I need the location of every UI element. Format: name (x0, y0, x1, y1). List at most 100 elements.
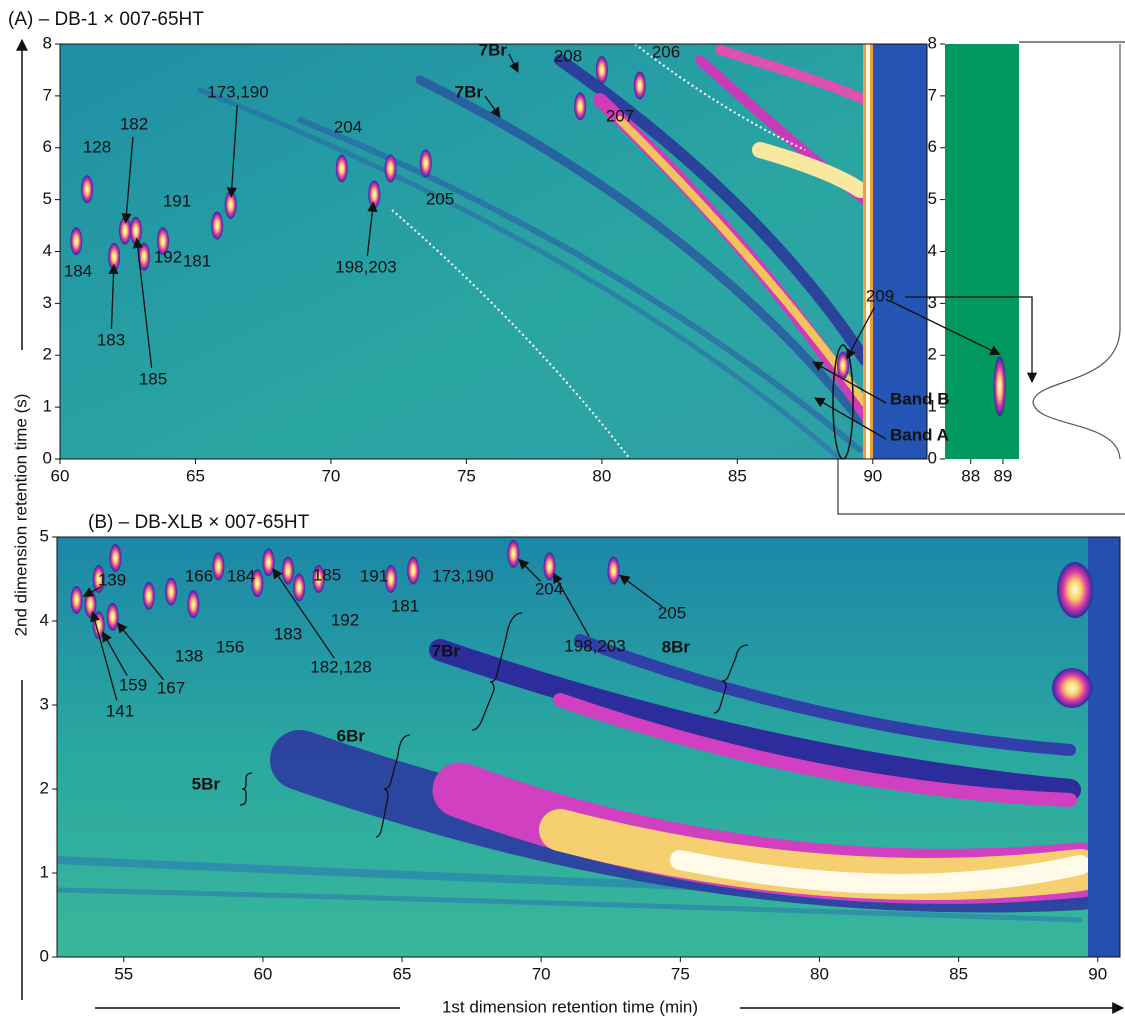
y-axis-label: 2nd dimension retention time (s) (11, 394, 30, 637)
peak (312, 565, 325, 593)
peak (633, 71, 646, 100)
peak-label: 166 (185, 566, 213, 585)
y-tick-label: 2 (40, 778, 49, 797)
x-tick-label: 80 (592, 466, 611, 485)
peak (212, 552, 225, 581)
annotation-arrow (812, 361, 887, 404)
peak-label: 139 (98, 570, 126, 589)
peak-label: 181 (183, 251, 211, 270)
peak-label: 173,190 (432, 566, 493, 585)
peak-label: 183 (97, 330, 125, 349)
peak-label: 156 (216, 637, 244, 656)
peak-label: 183 (274, 624, 302, 643)
leader-line (226, 104, 238, 198)
x-tick-label: 75 (457, 466, 476, 485)
annotation: 7Br (479, 40, 508, 59)
peak (335, 154, 348, 183)
panel-a-title: (A) – DB-1 × 007-65HT (8, 9, 204, 30)
peak (70, 586, 83, 614)
inset-plot (945, 44, 1019, 459)
y-tick-label: 0 (928, 448, 937, 467)
peak-label: 209 (866, 286, 894, 305)
x-tick-label: 70 (321, 466, 340, 485)
leader-line (117, 622, 164, 681)
y-tick-label: 2 (928, 345, 937, 364)
peak-label: 173,190 (207, 82, 268, 101)
y-tick-label: 8 (928, 33, 937, 52)
leader-line (619, 574, 663, 608)
x-tick-label: 60 (51, 466, 70, 485)
peak (419, 149, 432, 178)
y-tick-label: 8 (43, 33, 52, 52)
annotation-arrow (814, 397, 887, 440)
y-tick-label: 7 (928, 85, 937, 104)
peak (106, 602, 119, 631)
peak-label: 185 (139, 369, 167, 388)
peak-label: 159 (119, 675, 147, 694)
leader-line (272, 567, 335, 659)
peak-label: 192 (154, 247, 182, 266)
inset-background (945, 44, 1019, 459)
peak (70, 227, 83, 256)
y-tick-label: 4 (40, 610, 49, 629)
y-tick-label: 3 (43, 293, 52, 312)
peak-label: 206 (652, 42, 680, 61)
peak-label: 191 (360, 566, 388, 585)
peak-label: 198,203 (335, 257, 396, 276)
peak (407, 556, 420, 585)
y-tick-label: 0 (40, 946, 49, 965)
x-axis-label: 1st dimension retention time (min) (442, 997, 698, 1016)
braces (239, 612, 749, 838)
x-tick-label: 55 (114, 964, 133, 983)
peak-label: 128 (83, 137, 111, 156)
peak (137, 242, 150, 271)
peak (251, 569, 264, 598)
annotation: Band B (890, 389, 950, 408)
peak (81, 175, 94, 204)
leader-line (121, 136, 134, 224)
peak (368, 180, 381, 209)
peak (574, 92, 587, 121)
peak-label: 205 (658, 603, 686, 622)
leader-line (889, 300, 1001, 355)
y-tick-label: 4 (43, 241, 52, 260)
panel-b-title: (B) – DB-XLB × 007-65HT (88, 512, 310, 533)
peak (384, 565, 397, 593)
peak-label: 182 (120, 114, 148, 133)
y-tick-label: 1 (928, 397, 937, 416)
annotation: 6Br (337, 726, 366, 745)
leader-line (102, 631, 128, 676)
leader-line (846, 307, 875, 360)
annotation: 7Br (432, 641, 461, 660)
leader-line (108, 263, 119, 330)
peak (837, 351, 850, 380)
x-tick-label: 65 (186, 466, 205, 485)
peak-label: 184 (64, 261, 92, 280)
peak-label: 141 (106, 701, 134, 720)
peak-label: 184 (227, 566, 255, 585)
peak (187, 590, 200, 619)
y-tick-label: 3 (40, 694, 49, 713)
annotation-arrow (484, 95, 501, 118)
peak (211, 211, 224, 240)
y-tick-label: 7 (43, 85, 52, 104)
annotation: 8Br (662, 637, 691, 656)
leader-line (518, 558, 542, 582)
peak-label: 182,128 (310, 657, 371, 676)
chromatogram-trace (1032, 44, 1121, 460)
peak (607, 556, 620, 585)
panel-b-plot (57, 537, 1120, 957)
peak-label: 205 (426, 189, 454, 208)
x-tick-label: 80 (810, 964, 829, 983)
peak-label: 208 (554, 46, 582, 65)
peak (119, 216, 132, 245)
peak-label: 198,203 (564, 636, 625, 655)
peak-label: 191 (163, 191, 191, 210)
annotation: Band A (890, 425, 949, 444)
peak (142, 581, 155, 610)
peak (595, 55, 608, 84)
peak (165, 577, 178, 606)
x-tick-label: 65 (393, 964, 412, 983)
peak (156, 227, 169, 256)
